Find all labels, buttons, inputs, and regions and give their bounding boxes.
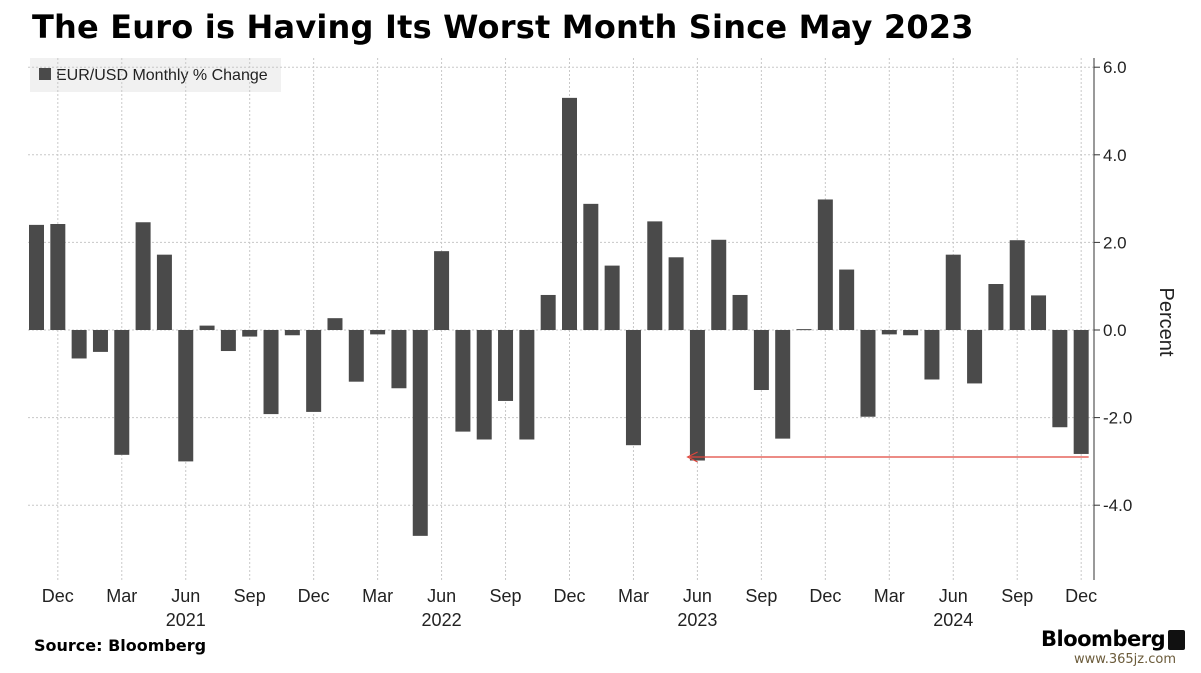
bar [391,330,407,389]
y-axis-label: Percent [1155,288,1177,357]
x-tick-label: Dec [42,586,74,606]
bar [455,330,471,432]
x-year-label: 2024 [933,610,973,630]
bar [519,330,535,440]
bar [689,330,705,461]
bar [540,294,556,330]
watermark: www.365jz.com [1070,651,1180,668]
bar [114,330,130,455]
bar [178,330,194,462]
y-tick-label: 2.0 [1103,233,1127,252]
bar [945,254,961,330]
bar [839,269,855,330]
y-tick-label: 4.0 [1103,146,1127,165]
x-tick-label: Dec [809,586,841,606]
bar [796,329,812,331]
y-tick-label: 6.0 [1103,58,1127,77]
bar [775,330,791,439]
bar [881,330,897,335]
bar [1031,295,1047,330]
bar [135,222,151,330]
x-tick-label: Sep [1001,586,1033,606]
x-tick-label: Sep [745,586,777,606]
bar [732,294,748,330]
bar [327,318,343,330]
bar [817,199,833,330]
bar [242,330,258,337]
y-tick-label: -4.0 [1103,496,1132,515]
bar [498,330,514,401]
bar [284,330,300,336]
bar [199,325,215,330]
bar [988,284,1004,330]
x-tick-label: Sep [234,586,266,606]
bar [711,239,727,330]
x-tick-label: Mar [874,586,905,606]
x-tick-label: Jun [171,586,200,606]
x-tick-label: Jun [939,586,968,606]
legend-swatch [39,68,51,80]
source-note: Source: Bloomberg [34,636,207,655]
bar [1009,240,1025,330]
bar [967,330,983,384]
x-tick-label: Jun [427,586,456,606]
bar [92,330,108,352]
bar [860,330,876,417]
x-tick-label: Mar [362,586,393,606]
bar [625,330,641,446]
bar [583,203,599,330]
brand-logo: Bloomberg [1041,627,1166,651]
x-year-label: 2022 [422,610,462,630]
legend-box [30,58,281,92]
x-year-label: 2023 [677,610,717,630]
bar [924,330,940,380]
x-tick-label: Mar [618,586,649,606]
x-tick-label: Dec [553,586,585,606]
bar [306,330,322,412]
y-tick-label: -2.0 [1103,409,1132,428]
y-tick-label: 0.0 [1103,321,1127,340]
bar [71,330,87,359]
bar [604,265,620,330]
bar [412,330,428,536]
x-tick-label: Dec [298,586,330,606]
bar [668,257,684,330]
annotation-arrow-head [686,451,698,463]
bloomberg-icon [1168,630,1185,650]
bar [1073,330,1089,454]
bar [348,330,364,382]
bar [50,224,66,330]
x-tick-label: Dec [1065,586,1097,606]
bar [1052,330,1068,428]
bar [29,224,44,330]
x-year-label: 2021 [166,610,206,630]
bar [220,330,236,352]
bar [476,330,492,440]
bar [434,251,450,330]
x-tick-label: Mar [106,586,137,606]
bar [263,330,279,415]
chart-title: The Euro is Having Its Worst Month Since… [32,8,974,46]
bar [647,221,663,330]
bar [562,97,577,330]
x-tick-label: Jun [683,586,712,606]
x-tick-label: Sep [490,586,522,606]
legend-label: EUR/USD Monthly % Change [56,67,268,84]
bar [753,330,769,391]
bar [156,254,172,330]
bar [903,330,919,336]
bar [370,330,386,335]
